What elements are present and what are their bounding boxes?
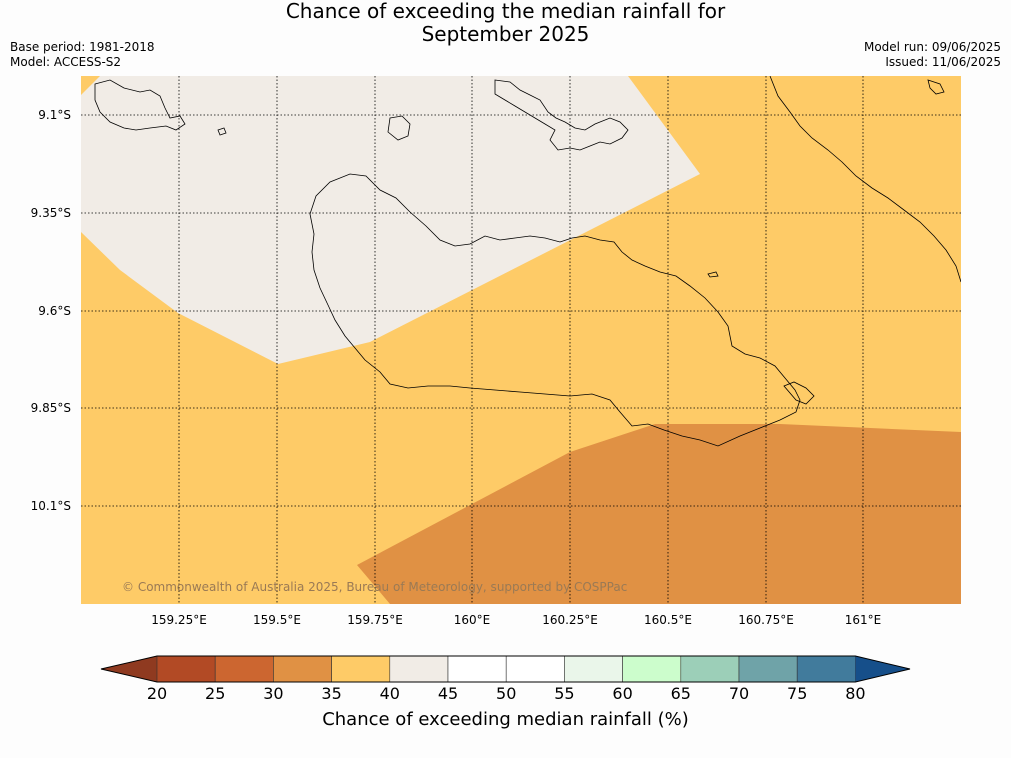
lon-label: 159.25°E bbox=[151, 613, 207, 627]
colorbar bbox=[100, 655, 911, 683]
lat-label: 9.35°S bbox=[30, 206, 71, 220]
map-title: Chance of exceeding the median rainfall … bbox=[0, 0, 1011, 46]
lon-label: 159.5°E bbox=[253, 613, 301, 627]
colorbar-bin bbox=[331, 655, 391, 683]
lat-label: 9.85°S bbox=[30, 401, 71, 415]
colorbar-bin bbox=[796, 655, 856, 683]
florida-islands bbox=[494, 79, 629, 151]
islet-north bbox=[217, 127, 227, 136]
colorbar-bin bbox=[273, 655, 332, 683]
colorbar-bin bbox=[680, 655, 740, 683]
colorbar-tick-label: 20 bbox=[146, 684, 168, 703]
lon-label: 160°E bbox=[453, 613, 491, 627]
colorbar-tick-label: 35 bbox=[321, 684, 342, 703]
islet-tip bbox=[783, 381, 815, 405]
colorbar-bin bbox=[564, 655, 623, 683]
colorbar-tick-label: 75 bbox=[787, 684, 808, 703]
lon-label: 161°E bbox=[844, 613, 882, 627]
colorbar-tick-label: 55 bbox=[554, 684, 575, 703]
colorbar-tick-label: 30 bbox=[263, 684, 284, 703]
probability-field bbox=[81, 76, 961, 604]
meta-left: Base period: 1981-2018 Model: ACCESS-S2 bbox=[10, 40, 155, 70]
colorbar-outline bbox=[100, 655, 911, 683]
colorbar-over-arrow bbox=[855, 656, 910, 682]
islet-ne bbox=[927, 79, 945, 95]
colorbar-tick-label: 40 bbox=[379, 684, 400, 703]
islet-east bbox=[707, 271, 719, 278]
graticule bbox=[81, 76, 961, 604]
colorbar-bin bbox=[389, 655, 449, 683]
model-run: Model run: 09/06/2025 bbox=[863, 40, 1001, 54]
lon-label: 160.5°E bbox=[644, 613, 692, 627]
title-line-1: Chance of exceeding the median rainfall … bbox=[285, 0, 726, 23]
colorbar-bin bbox=[622, 655, 682, 683]
colorbar-bin bbox=[156, 655, 216, 683]
region-40-45 bbox=[81, 76, 700, 364]
region-30-35 bbox=[357, 424, 961, 604]
colorbar-tick-label: 25 bbox=[205, 684, 226, 703]
savo-island bbox=[387, 115, 411, 141]
lon-label: 160.75°E bbox=[738, 613, 794, 627]
model-name: Model: ACCESS-S2 bbox=[10, 55, 122, 69]
colorbar-bin bbox=[447, 655, 507, 683]
colorbar-tick-label: 80 bbox=[845, 684, 866, 703]
lat-label: 9.1°S bbox=[38, 108, 71, 122]
malaita-coast bbox=[769, 76, 961, 283]
colorbar-tick-label: 60 bbox=[612, 684, 633, 703]
colorbar-tick-label: 45 bbox=[437, 684, 459, 703]
colorbar-tick-label: 50 bbox=[496, 684, 517, 703]
copyright-notice: © Commonwealth of Australia 2025, Bureau… bbox=[122, 580, 628, 594]
region-35-40-corner bbox=[81, 76, 100, 95]
issued-date: Issued: 11/06/2025 bbox=[885, 55, 1001, 69]
title-line-2: September 2025 bbox=[421, 22, 590, 46]
lon-label: 160.25°E bbox=[542, 613, 598, 627]
meta-right: Model run: 09/06/2025 Issued: 11/06/2025 bbox=[864, 40, 1001, 70]
lat-label: 10.1°S bbox=[30, 499, 71, 513]
russell-islands bbox=[94, 79, 186, 131]
base-period: Base period: 1981-2018 bbox=[10, 40, 155, 54]
colorbar-tick-label: 70 bbox=[728, 684, 750, 703]
colorbar-tick-label: 65 bbox=[670, 684, 691, 703]
colorbar-bin bbox=[505, 655, 565, 683]
colorbar-bin bbox=[214, 655, 274, 683]
colorbar-under-arrow bbox=[101, 656, 157, 682]
lon-label: 159.75°E bbox=[347, 613, 403, 627]
colorbar-bin bbox=[738, 655, 798, 683]
lat-label: 9.6°S bbox=[38, 304, 71, 318]
colorbar-title: Chance of exceeding median rainfall (%) bbox=[322, 709, 689, 730]
